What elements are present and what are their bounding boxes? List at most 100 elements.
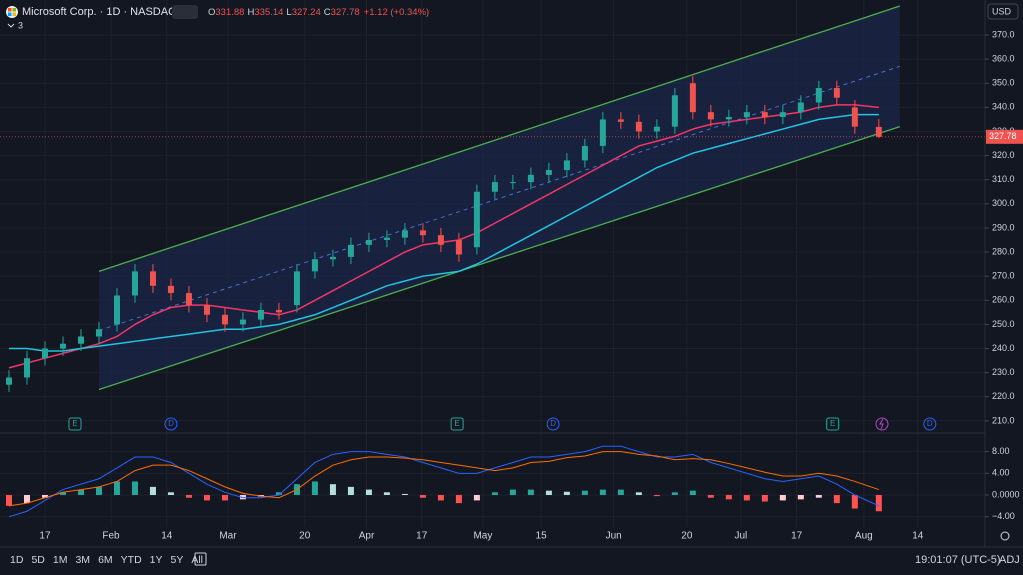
candle-body [77, 336, 84, 344]
dividend-icon [875, 417, 889, 431]
change: +1.12 (+0.34%) [364, 7, 430, 18]
header: Microsoft Corp. · 1D · NASDAQ O331.88 H33… [6, 3, 1019, 30]
candle-body [59, 343, 66, 349]
candle-body [743, 112, 750, 117]
y-tick-label: 290.0 [992, 222, 1015, 232]
macd-histogram-bar [599, 489, 606, 496]
range-button[interactable]: 1M [53, 554, 68, 566]
range-button[interactable]: 3M [75, 554, 90, 566]
range-button[interactable]: 5D [31, 554, 45, 566]
currency-button[interactable] [987, 3, 1019, 20]
settings-icon[interactable] [1000, 531, 1010, 541]
macd-histogram-bar [131, 481, 138, 496]
logo-part [12, 8, 16, 12]
ohlc-value: 335.14 [254, 7, 283, 18]
macd-histogram-bar [473, 495, 480, 501]
last-price-label: 327.78 [989, 131, 1017, 141]
currency[interactable]: USD [992, 6, 1012, 16]
event-label: E [72, 419, 77, 428]
macd-histogram-bar [653, 495, 660, 497]
y-tick-label: 340.0 [992, 102, 1015, 112]
macd-histogram-bar [239, 495, 246, 500]
y-tick-label: 220.0 [992, 391, 1015, 401]
collapse-icon[interactable] [7, 23, 15, 28]
indicator-count[interactable]: 3 [18, 20, 23, 30]
x-tick-label: Jul [734, 531, 747, 542]
macd-histogram-bar [455, 495, 462, 504]
candle-body [131, 271, 138, 296]
macd-histogram-bar [95, 486, 102, 496]
macd-histogram-bar [329, 484, 336, 496]
candle-body [833, 88, 840, 98]
range-button[interactable]: 1Y [150, 554, 163, 566]
indicator-button[interactable] [172, 5, 198, 19]
event-badge [68, 417, 82, 431]
macd-histogram-bar [23, 495, 30, 504]
event-badge [923, 417, 937, 431]
x-tick-label: 20 [681, 531, 693, 542]
symbol[interactable]: Microsoft Corp. · 1D · NASDAQ [22, 6, 177, 18]
range-button[interactable]: 1D [10, 554, 24, 566]
candle-body [527, 174, 534, 183]
macd-histogram-bar [113, 481, 120, 496]
macd-histogram-bar [797, 495, 804, 500]
y-tick-label: 310.0 [992, 174, 1015, 184]
candle-body [545, 170, 552, 175]
macd-histogram-bar [491, 492, 498, 496]
macd-histogram-bar [689, 490, 696, 496]
macd-histogram-bar [581, 490, 588, 496]
macd-histogram-bar [671, 492, 678, 496]
macd-histogram-bar [275, 492, 282, 496]
range-button[interactable]: 6M [98, 554, 113, 566]
candle-body [5, 377, 12, 385]
logo [6, 6, 18, 18]
candle-body [113, 295, 120, 325]
candle-body [455, 240, 462, 255]
event-label: E [830, 419, 835, 428]
candle-body [599, 119, 606, 146]
y-tick-label: 210.0 [992, 415, 1015, 425]
ohlc-label: O [208, 7, 215, 18]
candle-body [473, 191, 480, 248]
candle-body [815, 88, 822, 103]
adj[interactable]: ADJ [999, 554, 1020, 566]
plot [0, 5, 985, 518]
x-tick-label: 14 [912, 531, 924, 542]
macd-histogram-bar [221, 495, 228, 501]
x-tick-label: Jun [606, 531, 622, 542]
range-button[interactable]: All [191, 554, 203, 566]
y-tick-label: 8.00 [992, 446, 1010, 456]
candle-body [491, 182, 498, 192]
y-tick-label: 360.0 [992, 53, 1015, 63]
candle-body [185, 293, 192, 306]
candle-body [95, 329, 102, 337]
x-tick-label: 15 [536, 531, 548, 542]
ohlc: O331.88 H335.14 L327.24 C327.78 +1.12 (+0.34… [208, 7, 429, 18]
macd-histogram-bar [185, 495, 192, 498]
candle-body [23, 358, 30, 378]
x-tick-label: 17 [416, 531, 428, 542]
toolbar: 19:01:07 (UTC-5) ADJ 1D 5D 1M 3M 6M YTD 1Y 5Y Al… [10, 531, 1020, 566]
logo-part [8, 12, 12, 16]
range-button[interactable]: 5Y [171, 554, 184, 566]
macd-histogram-bar [383, 492, 390, 496]
event-badge [450, 417, 464, 431]
candle-body [365, 240, 372, 245]
candle-body [617, 119, 624, 122]
macd-histogram-bar [563, 491, 570, 496]
macd-histogram-bar [149, 486, 156, 496]
x-tick-label: 17 [791, 531, 803, 542]
candle-body [329, 256, 336, 260]
y-tick-label: 4.00 [992, 468, 1010, 478]
candle-body [653, 126, 660, 132]
lightning-badge[interactable] [875, 417, 889, 431]
candle-body [851, 107, 858, 127]
candle-body [311, 259, 318, 272]
macd-histogram-bar [815, 495, 822, 498]
range-button[interactable]: YTD [121, 554, 142, 566]
channel-upper [98, 5, 901, 272]
date-range-icon[interactable] [194, 552, 207, 566]
candle-body [41, 348, 48, 359]
ohlc-value: 331.88 [215, 7, 244, 18]
candle-body [671, 95, 678, 127]
